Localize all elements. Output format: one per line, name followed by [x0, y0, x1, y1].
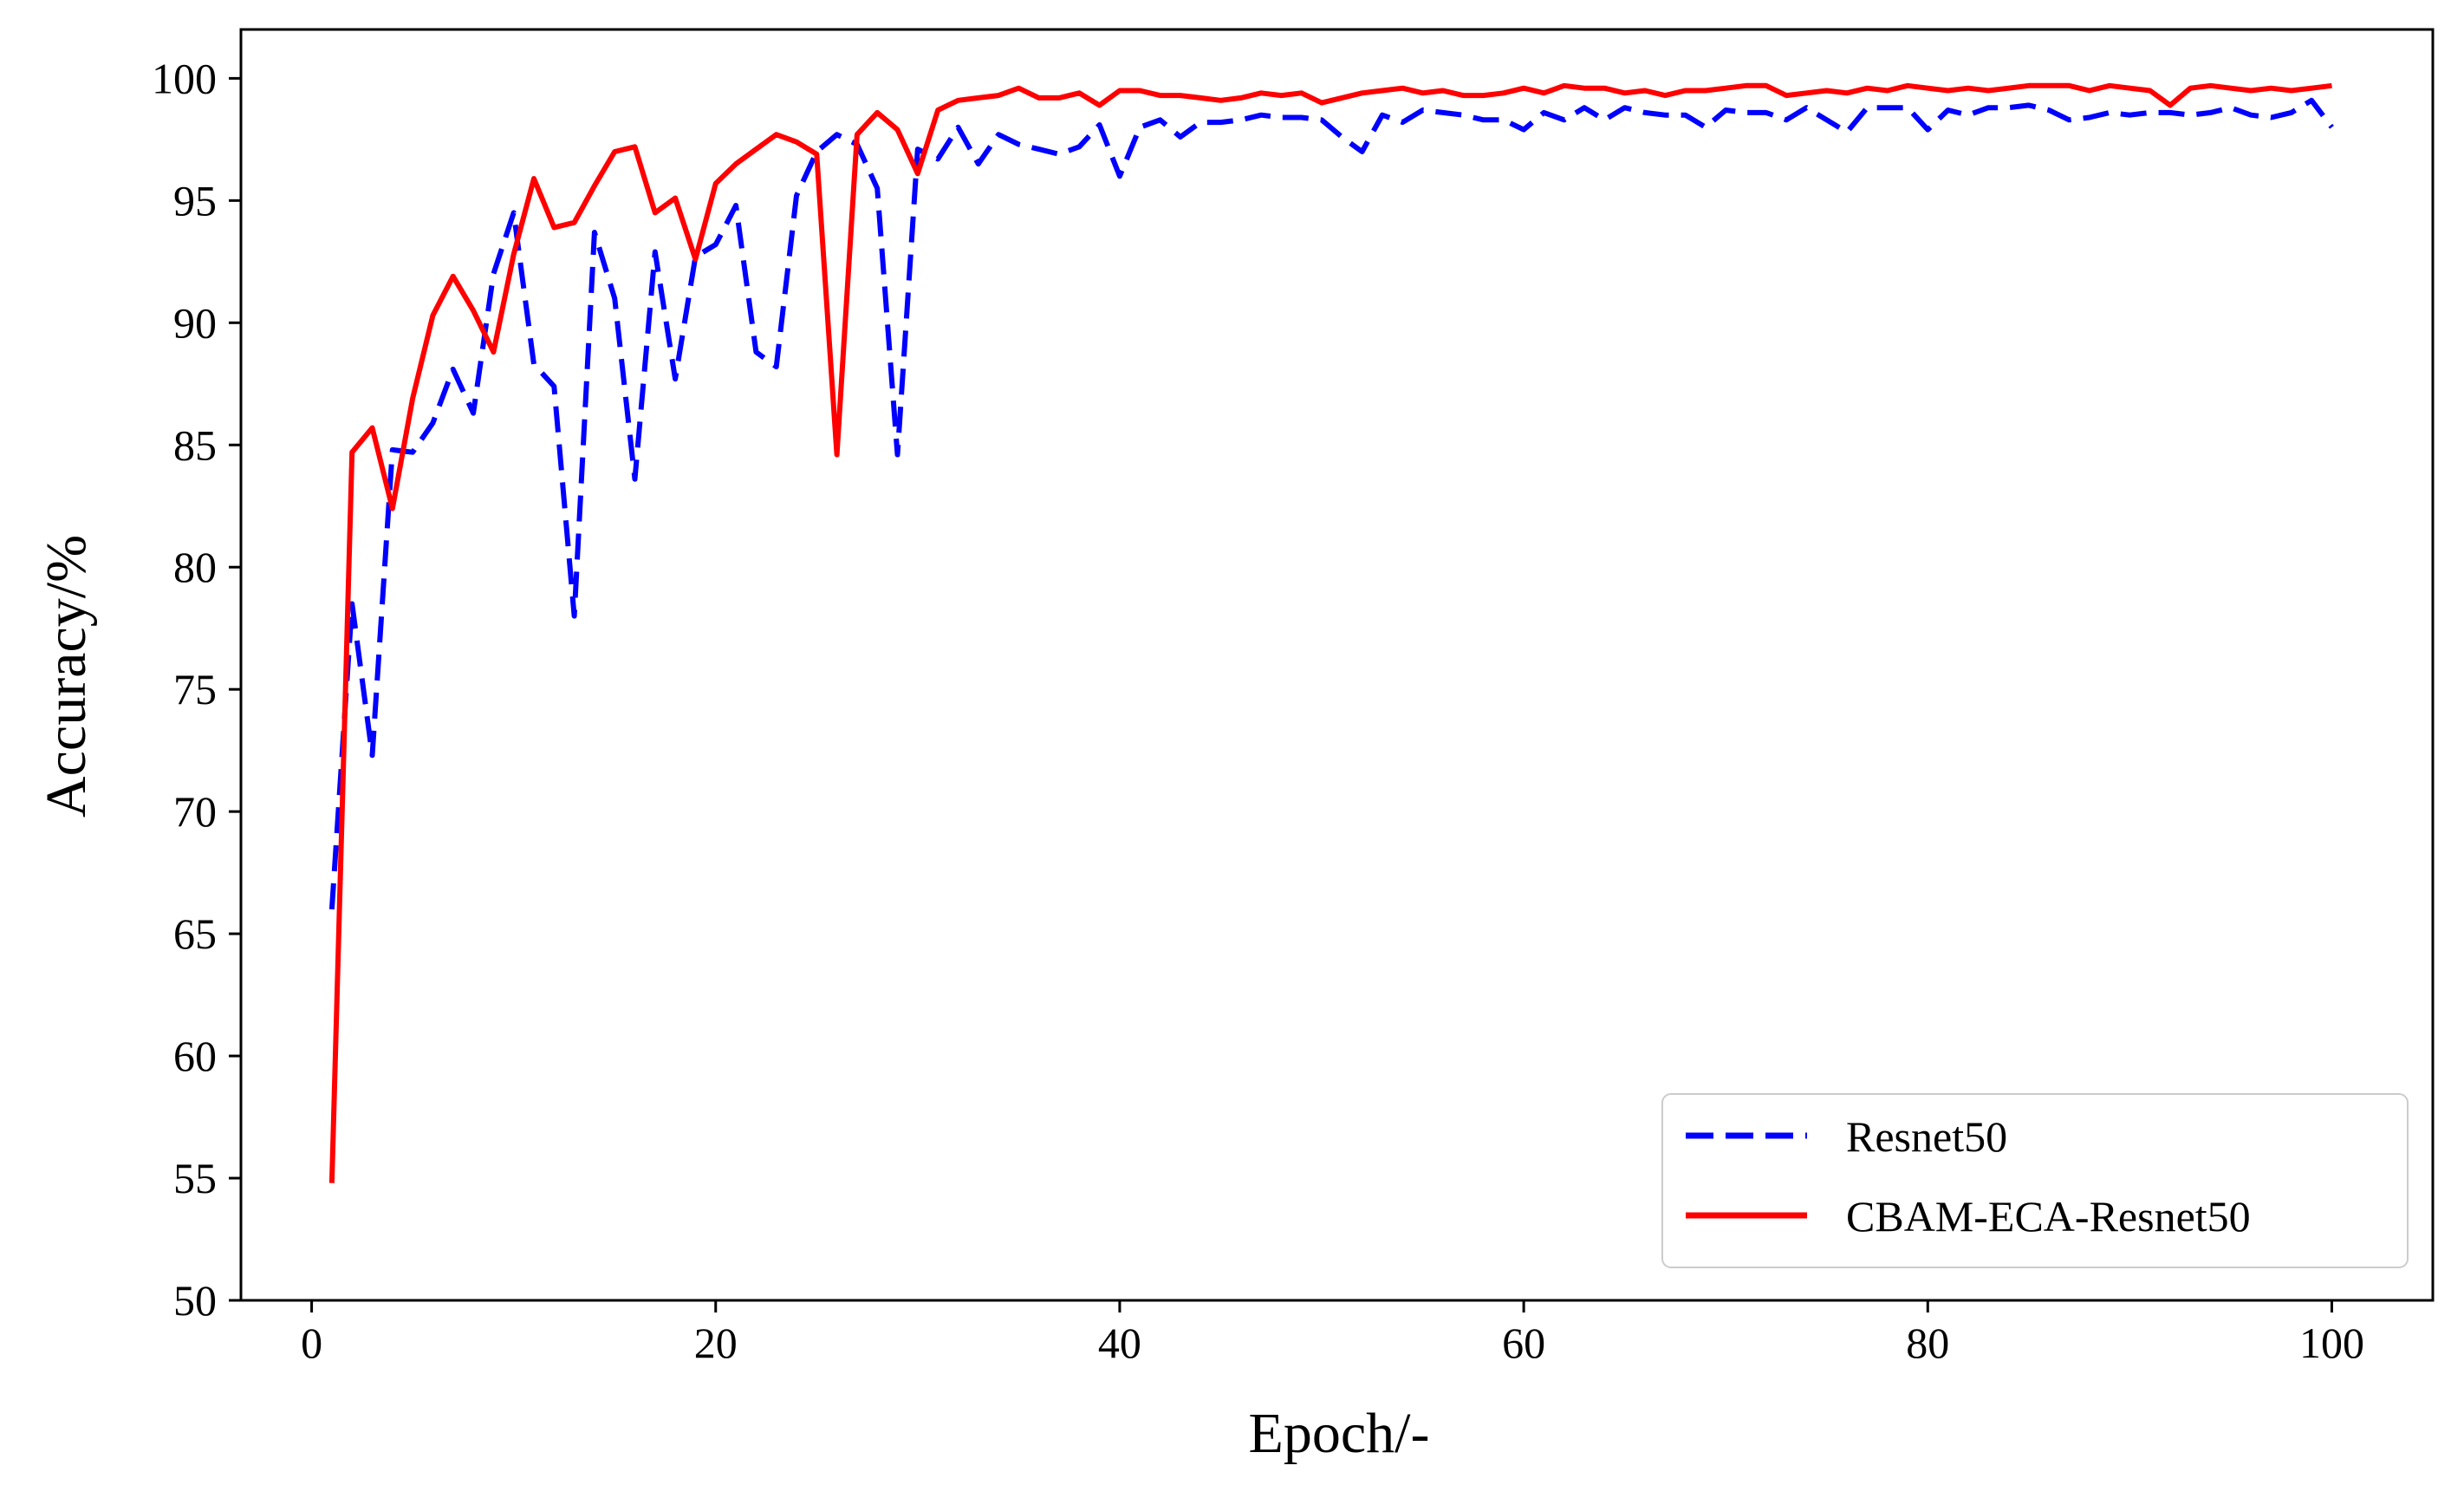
x-tick-label: 80 [1906, 1319, 1949, 1367]
y-tick-label: 90 [173, 298, 217, 347]
y-tick-label: 80 [173, 543, 217, 591]
y-tick-label: 70 [173, 787, 217, 836]
legend-resnet50-label: Resnet50 [1846, 1112, 2007, 1161]
y-tick-label: 65 [173, 909, 217, 958]
series-line-resnet50 [328, 97, 2334, 910]
x-tick-label: 60 [1502, 1319, 1545, 1367]
y-tick-label: 60 [173, 1032, 217, 1080]
legend-box [1661, 1093, 2409, 1268]
legend: Resnet50 CBAM-ECA-Resnet50 [1661, 1093, 2409, 1268]
series-line-cbam-eca-resnet50 [328, 82, 2332, 1183]
legend-cbam-eca-resnet50-label: CBAM-ECA-Resnet50 [1846, 1192, 2251, 1241]
x-tick-label: 20 [694, 1319, 738, 1367]
x-axis-label: Epoch/- [1249, 1402, 1430, 1465]
x-tick-label: 40 [1098, 1319, 1141, 1367]
y-tick-label: 100 [152, 54, 217, 102]
y-tick-label: 95 [173, 176, 217, 225]
x-tick-label: 0 [301, 1319, 322, 1367]
series-layer [328, 82, 2334, 1183]
y-axis-label: Accuracy/% [35, 535, 98, 817]
y-tick-label: 55 [173, 1154, 217, 1202]
y-tick-label: 50 [173, 1276, 217, 1325]
y-tick-label: 75 [173, 665, 217, 713]
y-tick-label: 85 [173, 420, 217, 469]
plot-frame [239, 28, 2435, 1302]
x-tick-label: 100 [2299, 1319, 2364, 1367]
ticks-layer: 0 20 40 60 80 100 50 55 60 65 70 75 80 85 90 95 100 [152, 54, 2364, 1367]
